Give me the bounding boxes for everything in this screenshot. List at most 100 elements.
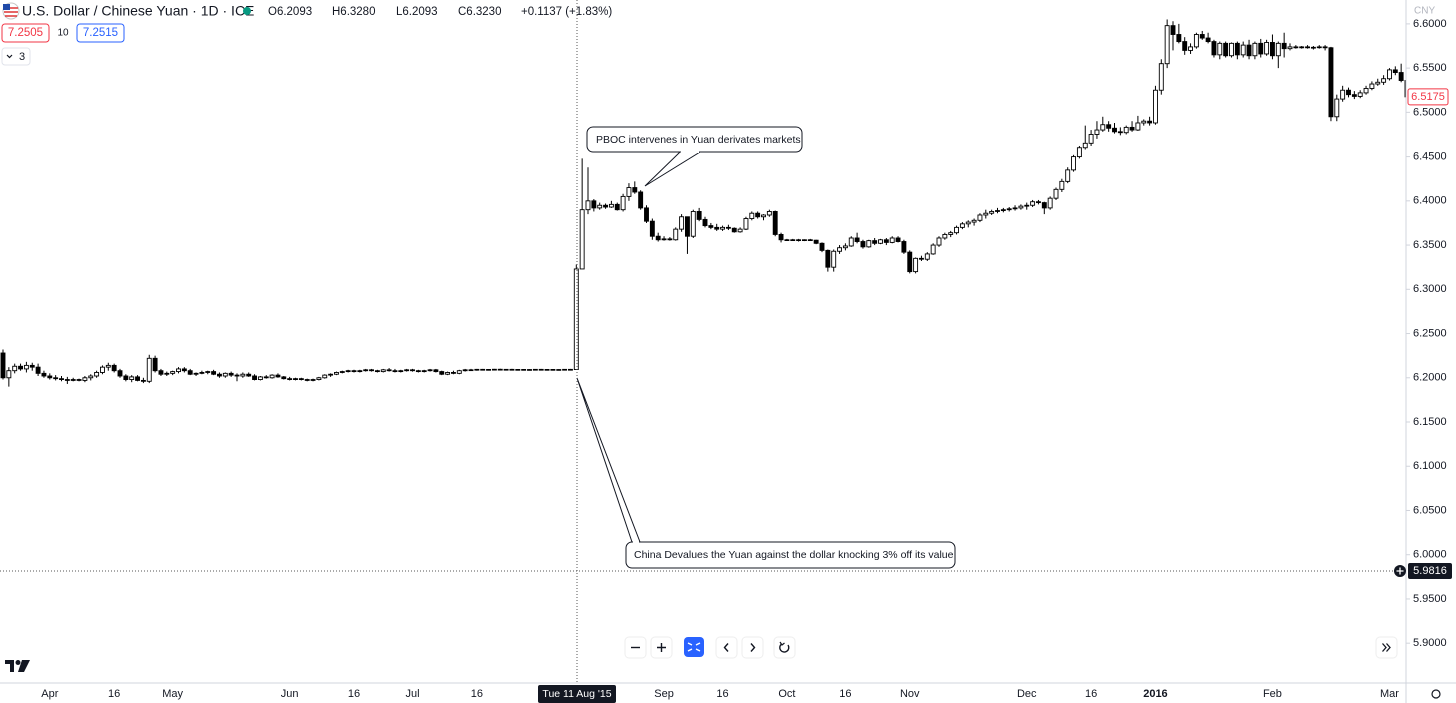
candle-body (205, 371, 211, 373)
candle-body (907, 251, 913, 273)
candle-body (111, 364, 117, 372)
end-icon (1382, 643, 1391, 652)
x-tick-label: Jun (281, 688, 299, 700)
candle-body (193, 372, 199, 375)
logo-part (18, 660, 30, 672)
candle-body (164, 372, 170, 375)
buy-button[interactable] (76, 23, 125, 43)
candle-body (544, 369, 550, 371)
symbol-title[interactable]: U.S. Dollar / Chinese Yuan · 1D · ICE (22, 3, 254, 19)
last-price-tag (1407, 88, 1449, 106)
scroll-left-button[interactable] (715, 636, 738, 659)
candle-body (679, 216, 685, 230)
candle-body (1369, 83, 1375, 89)
candle-body (883, 239, 889, 243)
candle-body (1346, 89, 1351, 96)
candle-body (714, 226, 720, 230)
candle-body (181, 368, 187, 372)
x-tick-label: Nov (900, 688, 920, 700)
x-tick-label: 2016 (1143, 688, 1167, 700)
candle-body (1334, 98, 1340, 118)
candle-body (1176, 34, 1182, 43)
candle-body (1310, 46, 1316, 49)
candle-body (1117, 131, 1123, 134)
x-tick-label: Jul (405, 688, 419, 700)
scroll-right-button[interactable] (741, 636, 764, 659)
candle-body (1024, 204, 1030, 207)
candle-body (363, 369, 369, 372)
candle-body (345, 370, 351, 373)
candle-body (1217, 42, 1223, 56)
candle-body (170, 371, 176, 374)
candle-body (1199, 34, 1205, 39)
candle-body (117, 370, 123, 377)
candle-body (94, 372, 100, 377)
candle-body (1322, 46, 1328, 49)
right-icon (750, 643, 756, 652)
reset-button[interactable] (773, 636, 796, 659)
candle-body (64, 379, 70, 381)
candle-body (497, 368, 503, 371)
candle-body (983, 212, 989, 216)
reset-icon (779, 643, 790, 653)
candle-body (503, 368, 509, 371)
y-tick-label: 6.4000 (1413, 195, 1447, 207)
candle-body (761, 214, 766, 218)
candle-body (293, 378, 298, 380)
candle-body (1188, 46, 1194, 51)
candle-body (439, 371, 445, 375)
candle-body (725, 226, 731, 229)
crosshair-date-tag (538, 685, 616, 703)
candle-body (1094, 129, 1100, 135)
candle-body (1363, 88, 1369, 94)
candle-body (129, 376, 135, 380)
candle-body (603, 204, 608, 208)
y-tick-label: 6.6000 (1413, 18, 1447, 30)
sell-button[interactable] (1, 23, 50, 43)
candle-body (47, 375, 53, 379)
candle-body (1223, 42, 1229, 57)
candle-body (720, 226, 725, 230)
candle-body (977, 214, 983, 221)
candle-body (252, 375, 258, 380)
candle-body (597, 204, 603, 209)
ask-price: 7.2515 (83, 27, 118, 39)
candle-body (790, 239, 796, 242)
reset-scale-button[interactable] (684, 637, 704, 657)
candle-body (369, 369, 374, 372)
legend-change: +0.1137 (+1.83%) (521, 6, 612, 18)
y-tick-label: 6.2000 (1413, 372, 1447, 384)
indicators-toggle[interactable] (1, 47, 31, 66)
candle-body (1392, 69, 1398, 73)
candle-body (527, 369, 532, 371)
candle-body (965, 221, 971, 225)
candle-body (1141, 120, 1147, 124)
candle-body (1205, 37, 1211, 43)
crosshair-price: 5.9816 (1413, 565, 1447, 577)
candle-body (0, 352, 6, 379)
candle-body (1234, 42, 1240, 56)
candle-body (29, 364, 35, 368)
candle-body (995, 210, 1000, 212)
candle-body (1246, 44, 1252, 57)
y-tick-label: 5.9000 (1413, 637, 1447, 649)
settings-icon[interactable] (1431, 689, 1441, 699)
callout-box[interactable] (625, 541, 956, 569)
callout-pointer (644, 151, 702, 187)
candle-body (275, 374, 281, 378)
candle-body (427, 369, 433, 372)
candle-body (316, 377, 322, 380)
candle-body (23, 364, 29, 370)
candle-body (451, 372, 456, 374)
candle-body (556, 369, 562, 371)
candle-body (614, 203, 620, 211)
candle-body (948, 232, 954, 235)
candle-body (971, 219, 977, 223)
candle-body (298, 378, 304, 380)
candle-body (462, 369, 468, 372)
market-status (243, 7, 251, 15)
legend-low: L6.2093 (396, 6, 438, 18)
y-tick-label: 6.5500 (1413, 62, 1447, 74)
candle-body (1100, 124, 1106, 131)
